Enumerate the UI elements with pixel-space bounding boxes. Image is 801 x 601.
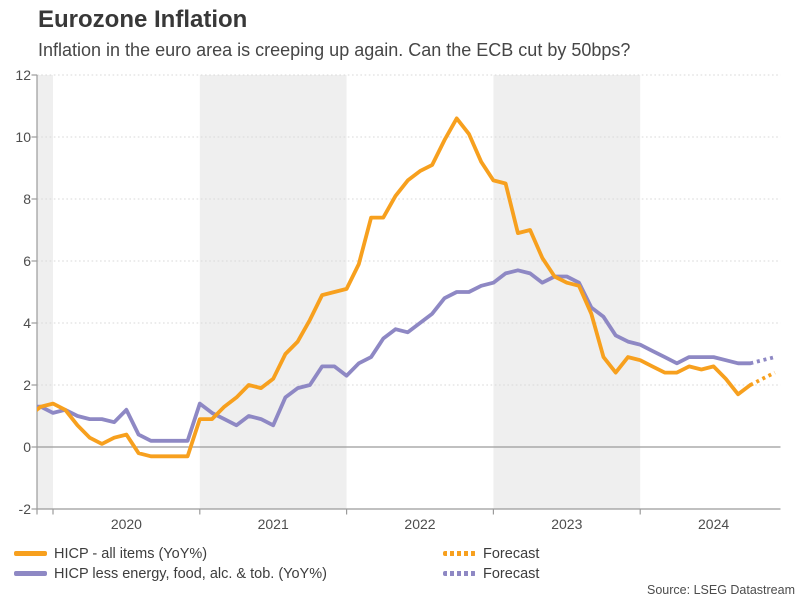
hicp-core-forecast-line [749, 355, 776, 366]
year-shading-band [37, 75, 53, 509]
x-axis-tick-label: 2020 [110, 516, 142, 532]
year-shading-band [199, 75, 347, 509]
y-axis-tick-label: -2 [18, 501, 31, 517]
y-axis-tick-label: 4 [23, 315, 31, 331]
hicp-all-items-forecast-line [749, 370, 776, 387]
page-title: Eurozone Inflation [38, 6, 248, 33]
page-subtitle: Inflation in the euro area is creeping u… [38, 40, 631, 60]
source-credit: Source: LSEG Datastream [647, 583, 795, 597]
x-axis-tick-label: 2021 [257, 516, 289, 532]
hicp-all-items-line [37, 116, 753, 459]
year-shading-band [493, 75, 641, 509]
x-axis-tick-label: 2022 [404, 516, 436, 532]
x-axis-tick-label: 2023 [551, 516, 583, 532]
y-axis-tick-label: 12 [15, 67, 31, 83]
y-axis-tick-label: 2 [23, 377, 31, 393]
hicp-core-line [37, 268, 753, 443]
y-axis-tick-label: 0 [23, 439, 31, 455]
y-axis-tick-label: 10 [15, 129, 31, 145]
x-axis-tick-label: 2024 [698, 516, 730, 532]
y-axis-tick-label: 8 [23, 191, 31, 207]
y-axis-tick-label: 6 [23, 253, 31, 269]
